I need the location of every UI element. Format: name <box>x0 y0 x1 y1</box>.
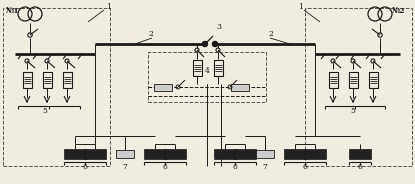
Bar <box>42 72 51 88</box>
Text: 5: 5 <box>351 107 355 115</box>
Text: 2: 2 <box>268 30 273 38</box>
Bar <box>148 52 266 102</box>
Text: №1: №1 <box>6 7 20 15</box>
Text: 6: 6 <box>83 163 88 171</box>
Bar <box>329 72 337 88</box>
Bar <box>231 84 249 91</box>
Bar <box>214 149 236 159</box>
Text: №2: №2 <box>392 7 405 15</box>
Bar <box>369 72 378 88</box>
Circle shape <box>203 42 208 47</box>
Circle shape <box>212 42 217 47</box>
Text: 3: 3 <box>216 23 221 31</box>
Bar <box>234 149 256 159</box>
Text: 4: 4 <box>205 67 210 75</box>
Text: 1: 1 <box>106 3 111 11</box>
Bar <box>349 149 371 159</box>
Bar <box>193 60 202 76</box>
Text: 2: 2 <box>148 30 153 38</box>
Text: 6: 6 <box>303 163 308 171</box>
Bar <box>154 84 172 91</box>
Text: 1: 1 <box>298 3 303 11</box>
Text: 7: 7 <box>263 163 267 171</box>
Bar <box>164 149 186 159</box>
Bar <box>256 150 274 158</box>
Bar <box>284 149 306 159</box>
Bar <box>213 60 222 76</box>
Bar <box>84 149 106 159</box>
Bar <box>305 8 412 166</box>
Bar <box>116 150 134 158</box>
Text: 6: 6 <box>163 163 167 171</box>
Text: 7: 7 <box>122 163 127 171</box>
Bar <box>349 72 357 88</box>
Bar <box>144 149 166 159</box>
Text: 6: 6 <box>358 163 362 171</box>
Bar <box>63 72 71 88</box>
Bar <box>304 149 326 159</box>
Text: 5: 5 <box>43 107 47 115</box>
Bar <box>64 149 86 159</box>
Bar <box>22 72 32 88</box>
Bar <box>3 8 110 166</box>
Text: 6: 6 <box>232 163 237 171</box>
